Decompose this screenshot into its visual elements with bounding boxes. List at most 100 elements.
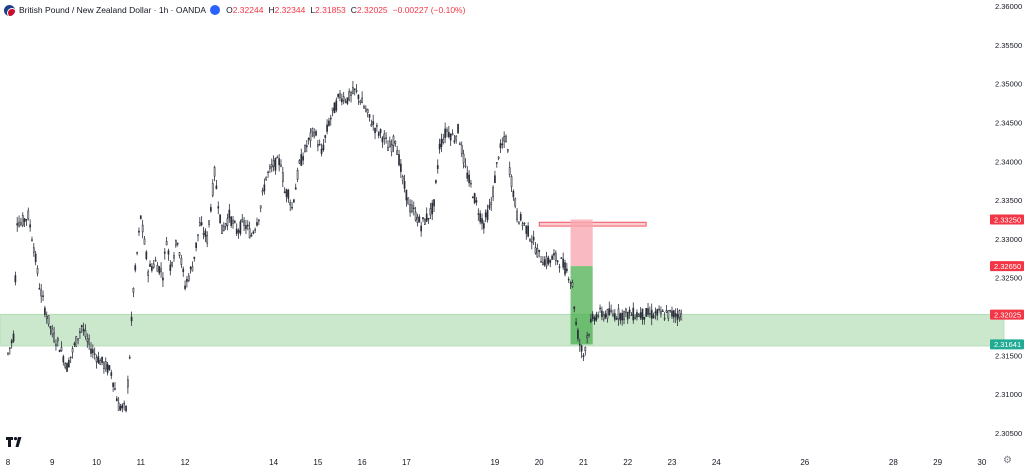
candle-body (49, 326, 52, 329)
candle-body (139, 215, 142, 219)
candle-body (601, 310, 603, 317)
y-tick-label: 2.35000 (995, 80, 1022, 89)
candle-body (562, 258, 565, 268)
candle-body (447, 131, 450, 138)
candle-body (99, 360, 102, 365)
candle-body (470, 182, 472, 185)
candle-body (669, 309, 672, 312)
candle-body (243, 220, 245, 226)
candle-body (446, 129, 448, 132)
candle-body (53, 332, 55, 342)
candle-body (84, 330, 87, 338)
y-tick-label: 2.33500 (995, 196, 1022, 205)
candle-body (423, 218, 426, 225)
candle-body (117, 402, 120, 411)
x-tick-label: 12 (181, 458, 190, 467)
candle-body (40, 289, 43, 297)
candle-body (186, 278, 188, 282)
candle-body (471, 196, 474, 199)
candle-body (145, 251, 148, 259)
candle-body (60, 346, 63, 352)
candle-body (119, 406, 122, 410)
candle-body (263, 184, 266, 192)
candle-body (31, 239, 33, 242)
candle-body (156, 264, 159, 272)
candle-body (512, 190, 515, 198)
symbol-title[interactable]: British Pound / New Zealand Dollar · 1h … (19, 5, 207, 15)
candle-body (296, 170, 299, 180)
gear-icon[interactable]: ⚙ (1003, 455, 1012, 466)
candle-body (195, 242, 197, 249)
candle-body (654, 311, 657, 314)
candle-body (497, 156, 500, 159)
y-tick-label: 2.34500 (995, 118, 1022, 127)
candle-body (12, 333, 15, 342)
candle-body (320, 148, 323, 154)
candle-body (628, 309, 631, 314)
candle-body (252, 231, 255, 234)
candle-body (68, 359, 70, 368)
demand-zone (0, 313, 1005, 347)
candle-body (189, 267, 192, 269)
candle-body (674, 313, 677, 317)
candle-body (359, 100, 362, 103)
candle-body (75, 336, 78, 347)
candle-body (459, 143, 461, 145)
candle-body (617, 308, 620, 320)
candle-body (392, 135, 395, 147)
candle-body (193, 256, 196, 259)
candle-body (58, 349, 61, 353)
x-tick-label: 15 (313, 458, 322, 467)
candle-body (468, 174, 470, 184)
candle-body (460, 144, 463, 154)
price-label-tag (990, 339, 1024, 350)
candle-body (328, 120, 330, 126)
candle-body (632, 307, 635, 321)
candle-body (363, 106, 365, 109)
candle-body (678, 310, 681, 318)
candle-body (132, 288, 135, 293)
candle-body (114, 388, 116, 390)
candle-body (625, 308, 627, 314)
candle-body (340, 98, 343, 103)
x-tick-label: 16 (358, 458, 367, 467)
candle-body (357, 94, 360, 100)
y-tick-label: 2.31000 (995, 390, 1022, 399)
candle-body (198, 222, 201, 227)
candle-body (27, 210, 30, 220)
candle-body (232, 219, 234, 224)
candle-body (180, 257, 183, 265)
x-tick-label: 8 (6, 458, 11, 467)
x-tick-label: 14 (269, 458, 278, 467)
candle-body (577, 329, 579, 339)
candle-body (44, 307, 46, 315)
candle-body (488, 204, 491, 209)
candle-body (549, 259, 552, 263)
candle-body (285, 189, 288, 197)
tradingview-logo-icon[interactable] (6, 436, 24, 451)
candle-body (322, 144, 325, 150)
candle-body (213, 167, 216, 177)
candle-body (191, 266, 194, 272)
candle-body (309, 132, 312, 142)
candle-body (508, 167, 511, 175)
candle-body (162, 277, 164, 281)
candle-body (108, 365, 111, 370)
price-label-tag (990, 261, 1024, 272)
candle-body (366, 108, 369, 114)
price-label-text: 2.31641 (994, 340, 1021, 349)
currency-flag-icon (4, 4, 15, 16)
candle-body (364, 108, 367, 112)
candle-body (241, 219, 244, 222)
candle-body (388, 140, 391, 148)
candle-body (245, 225, 247, 230)
candle-body (665, 310, 668, 313)
candle-body (246, 224, 249, 227)
price-label-text: 2.33250 (994, 215, 1021, 224)
candle-body (317, 144, 319, 147)
candle-body (615, 318, 618, 320)
candle-body (377, 132, 380, 136)
candle-body (584, 347, 587, 352)
